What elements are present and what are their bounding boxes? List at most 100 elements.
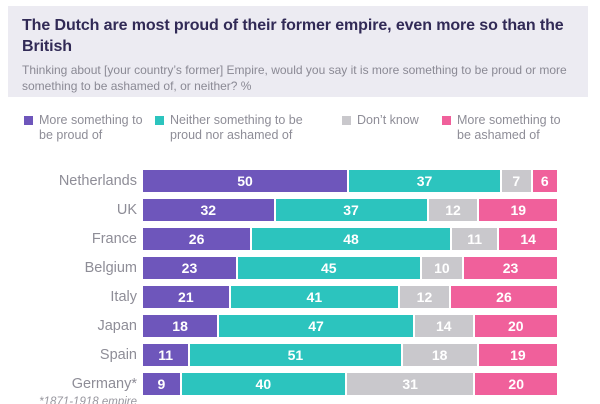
legend-swatch-dont-know-icon xyxy=(342,116,351,125)
bar-segment-proud: 11 xyxy=(143,344,189,366)
legend-swatch-proud-icon xyxy=(24,116,33,125)
bar-stack: 18 47 14 20 xyxy=(143,315,558,337)
bar-row: Spain 11 51 18 19 xyxy=(0,344,600,366)
bar-segment-dont-know: 14 xyxy=(414,315,473,337)
bar-segment-dont-know: 7 xyxy=(501,170,531,192)
legend-item-ashamed: More something to be ashamed of xyxy=(442,113,561,143)
row-label: Japan xyxy=(97,318,137,334)
bar-stack: 11 51 18 19 xyxy=(143,344,557,366)
bar-segment-neither: 37 xyxy=(349,170,500,192)
bar-value: 32 xyxy=(200,202,217,218)
bar-segment-neither: 48 xyxy=(252,228,450,250)
bar-value: 11 xyxy=(467,231,483,247)
row-label: Germany* *1871-1918 empire xyxy=(0,376,143,404)
legend-swatch-neither-icon xyxy=(155,116,164,125)
bar-value: 51 xyxy=(287,347,304,363)
bar-value: 19 xyxy=(510,202,527,218)
legend-item-proud: More something to be proud of xyxy=(24,113,143,143)
bar-value: 26 xyxy=(188,231,205,247)
bar-stack: 21 41 12 26 xyxy=(143,286,557,308)
bar-value: 14 xyxy=(520,231,536,247)
bar-value: 20 xyxy=(508,318,524,334)
bar-value: 19 xyxy=(510,347,526,363)
bar-row: France 26 48 11 14 xyxy=(0,228,600,250)
bar-segment-ashamed: 14 xyxy=(499,228,557,250)
bar-value: 9 xyxy=(157,376,166,392)
bar-segment-neither: 41 xyxy=(230,286,398,308)
bar-segment-ashamed: 20 xyxy=(474,315,558,337)
bar-value: 48 xyxy=(343,231,359,247)
bar-value: 23 xyxy=(181,260,198,276)
bar-stack: 32 37 12 19 xyxy=(143,199,557,221)
chart-footnote: *1871-1918 empire xyxy=(39,396,137,404)
bar-value: 10 xyxy=(434,260,450,276)
bar-value: 23 xyxy=(502,260,519,276)
legend-label: More something to be proud of xyxy=(39,113,143,142)
bar-segment-proud: 50 xyxy=(143,170,347,192)
bar-segment-ashamed: 19 xyxy=(479,199,557,221)
bar-stack: 50 37 7 6 xyxy=(143,170,557,192)
bar-value: 47 xyxy=(308,318,324,334)
bar-segment-dont-know: 31 xyxy=(346,373,474,395)
bar-segment-ashamed: 6 xyxy=(532,170,557,192)
bar-segment-proud: 9 xyxy=(143,373,180,395)
bar-value: 6 xyxy=(540,173,549,189)
bar-segment-ashamed: 19 xyxy=(478,344,557,366)
bar-value: 37 xyxy=(343,202,359,218)
chart-title: The Dutch are most proud of their former… xyxy=(22,17,564,55)
bar-value: 26 xyxy=(496,289,512,305)
bar-segment-proud: 26 xyxy=(143,228,251,250)
bar-value: 18 xyxy=(172,318,188,334)
bar-stack: 23 45 10 23 xyxy=(143,257,557,279)
bar-value: 7 xyxy=(512,173,521,189)
row-label: Netherlands xyxy=(58,173,137,189)
chart-subtitle: Thinking about [your country’s former] E… xyxy=(22,63,567,93)
bar-value: 41 xyxy=(306,289,323,305)
bar-stack: 9 40 31 20 xyxy=(143,373,557,395)
bar-value: 18 xyxy=(431,347,448,363)
row-label: Belgium xyxy=(84,260,137,276)
bar-segment-proud: 21 xyxy=(143,286,229,308)
bar-row: Netherlands 50 37 7 6 xyxy=(0,170,600,192)
legend-swatch-ashamed-icon xyxy=(442,116,451,125)
bar-segment-ashamed: 20 xyxy=(475,373,557,395)
bar-segment-dont-know: 12 xyxy=(428,199,478,221)
bar-segment-dont-know: 18 xyxy=(402,344,477,366)
bar-segment-dont-know: 11 xyxy=(451,228,498,250)
bar-segment-neither: 47 xyxy=(219,315,413,337)
bar-segment-ashamed: 26 xyxy=(450,286,557,308)
bar-value: 14 xyxy=(435,318,452,334)
row-label: UK xyxy=(116,202,137,218)
bar-segment-dont-know: 12 xyxy=(399,286,449,308)
bar-segment-ashamed: 23 xyxy=(464,257,557,279)
bar-value: 37 xyxy=(416,173,433,189)
legend-label: More something to be ashamed of xyxy=(457,113,561,142)
bar-segment-proud: 18 xyxy=(143,315,218,337)
bar-segment-neither: 51 xyxy=(190,344,401,366)
bar-value: 50 xyxy=(237,173,253,189)
bar-value: 21 xyxy=(178,289,194,305)
bar-segment-neither: 40 xyxy=(181,373,345,395)
legend-item-dont-know: Don’t know xyxy=(342,113,419,128)
bar-row: Belgium 23 45 10 23 xyxy=(0,257,600,279)
bar-segment-dont-know: 10 xyxy=(421,257,463,279)
legend-item-neither: Neither something to be proud nor ashamed… xyxy=(155,113,303,143)
bar-value: 12 xyxy=(416,289,433,305)
bar-segment-proud: 32 xyxy=(143,199,274,221)
row-label: Spain xyxy=(99,347,137,363)
bar-row: Japan 18 47 14 20 xyxy=(0,315,600,337)
bar-segment-proud: 23 xyxy=(143,257,236,279)
bar-value: 31 xyxy=(402,376,418,392)
bar-row: Germany* *1871-1918 empire 9 40 31 20 xyxy=(0,373,600,404)
row-label: France xyxy=(91,231,137,247)
bar-value: 40 xyxy=(255,376,272,392)
legend: More something to be proud of Neither some… xyxy=(0,113,600,159)
row-label: Italy xyxy=(110,289,137,305)
bar-value: 11 xyxy=(158,347,174,363)
legend-label: Neither something to be proud nor ashamed… xyxy=(170,113,303,142)
bar-value: 20 xyxy=(508,376,524,392)
bar-segment-neither: 37 xyxy=(275,199,427,221)
header-panel: The Dutch are most proud of their former… xyxy=(8,6,588,97)
bar-value: 45 xyxy=(321,260,337,276)
